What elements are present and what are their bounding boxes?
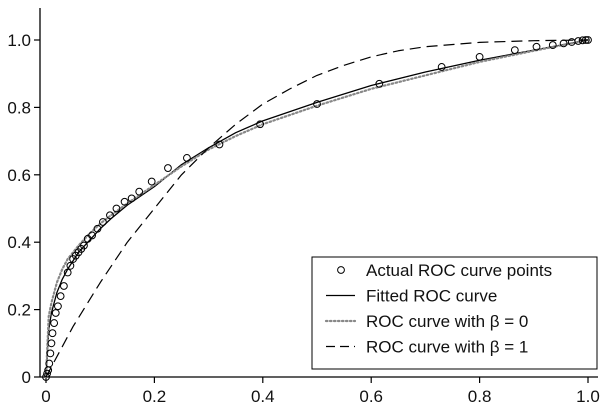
actual-roc-point (127, 194, 136, 203)
actual-roc-point (45, 359, 54, 368)
actual-roc-point (584, 36, 592, 44)
actual-roc-point (56, 292, 65, 301)
actual-roc-point (548, 41, 557, 49)
x-tick-label: 0.6 (359, 387, 383, 406)
actual-roc-point (46, 349, 55, 358)
fitted-roc-curve-line (45, 39, 589, 378)
actual-roc-point (93, 224, 102, 233)
actual-roc-point (66, 261, 75, 270)
axes: 0 0.2 0.4 0.6 0.8 1.0 0 0.2 0.4 0.6 0.8 1.0 (7, 8, 600, 406)
x-tick-label: 1.0 (576, 387, 600, 406)
legend-label: Actual ROC curve points (366, 261, 552, 280)
actual-roc-curve-points-legend-sample (337, 266, 345, 274)
actual-roc-point (510, 46, 519, 55)
actual-roc-point (532, 42, 541, 51)
actual-roc-point (475, 52, 484, 61)
data-markers (42, 36, 592, 381)
x-tick-label: 0 (41, 387, 50, 406)
actual-roc-point (80, 241, 88, 250)
y-tick-label: 1.0 (7, 31, 31, 50)
actual-roc-point (215, 140, 224, 149)
roc-curve-with-beta-1-line (45, 39, 589, 378)
actual-roc-point (112, 204, 121, 213)
x-tick-label: 0.2 (143, 387, 167, 406)
actual-roc-point (59, 282, 68, 290)
actual-roc-point (54, 302, 62, 311)
actual-roc-point (313, 100, 321, 108)
actual-roc-point (437, 63, 446, 71)
actual-roc-point (574, 37, 583, 45)
actual-roc-point (164, 164, 172, 172)
actual-roc-point (43, 369, 51, 378)
actual-roc-point (63, 268, 72, 277)
actual-roc-point (51, 309, 60, 317)
y-tick-label: 0 (22, 368, 31, 387)
y-tick-label: 0.2 (7, 301, 31, 320)
legend-label: ROC curve with β = 1 (366, 338, 528, 357)
actual-roc-point (120, 197, 129, 206)
x-tick-label: 0.4 (251, 387, 275, 406)
actual-roc-point (99, 218, 107, 226)
actual-roc-point (256, 120, 264, 129)
actual-roc-point (183, 154, 191, 162)
actual-roc-point (88, 231, 96, 240)
actual-roc-point (578, 36, 587, 45)
legend-box (311, 256, 598, 370)
actual-roc-point (375, 79, 384, 88)
legend: Actual ROC curve points Fitted ROC curve R… (311, 256, 598, 370)
y-tick-label: 0.8 (7, 98, 31, 117)
actual-roc-point (48, 329, 57, 338)
y-tick-label: 0.6 (7, 166, 31, 185)
x-tick-label: 0.8 (468, 387, 492, 406)
actual-roc-point (42, 373, 50, 381)
actual-roc-point (106, 211, 114, 220)
actual-roc-point (50, 319, 59, 327)
y-tick-label: 0.4 (7, 233, 31, 252)
actual-roc-point (47, 339, 56, 348)
actual-roc-point (581, 36, 590, 44)
legend-label: Fitted ROC curve (366, 287, 497, 306)
actual-roc-point (147, 177, 156, 186)
legend-label: ROC curve with β = 0 (366, 312, 528, 331)
actual-roc-point (559, 39, 568, 48)
actual-roc-point (135, 187, 144, 196)
